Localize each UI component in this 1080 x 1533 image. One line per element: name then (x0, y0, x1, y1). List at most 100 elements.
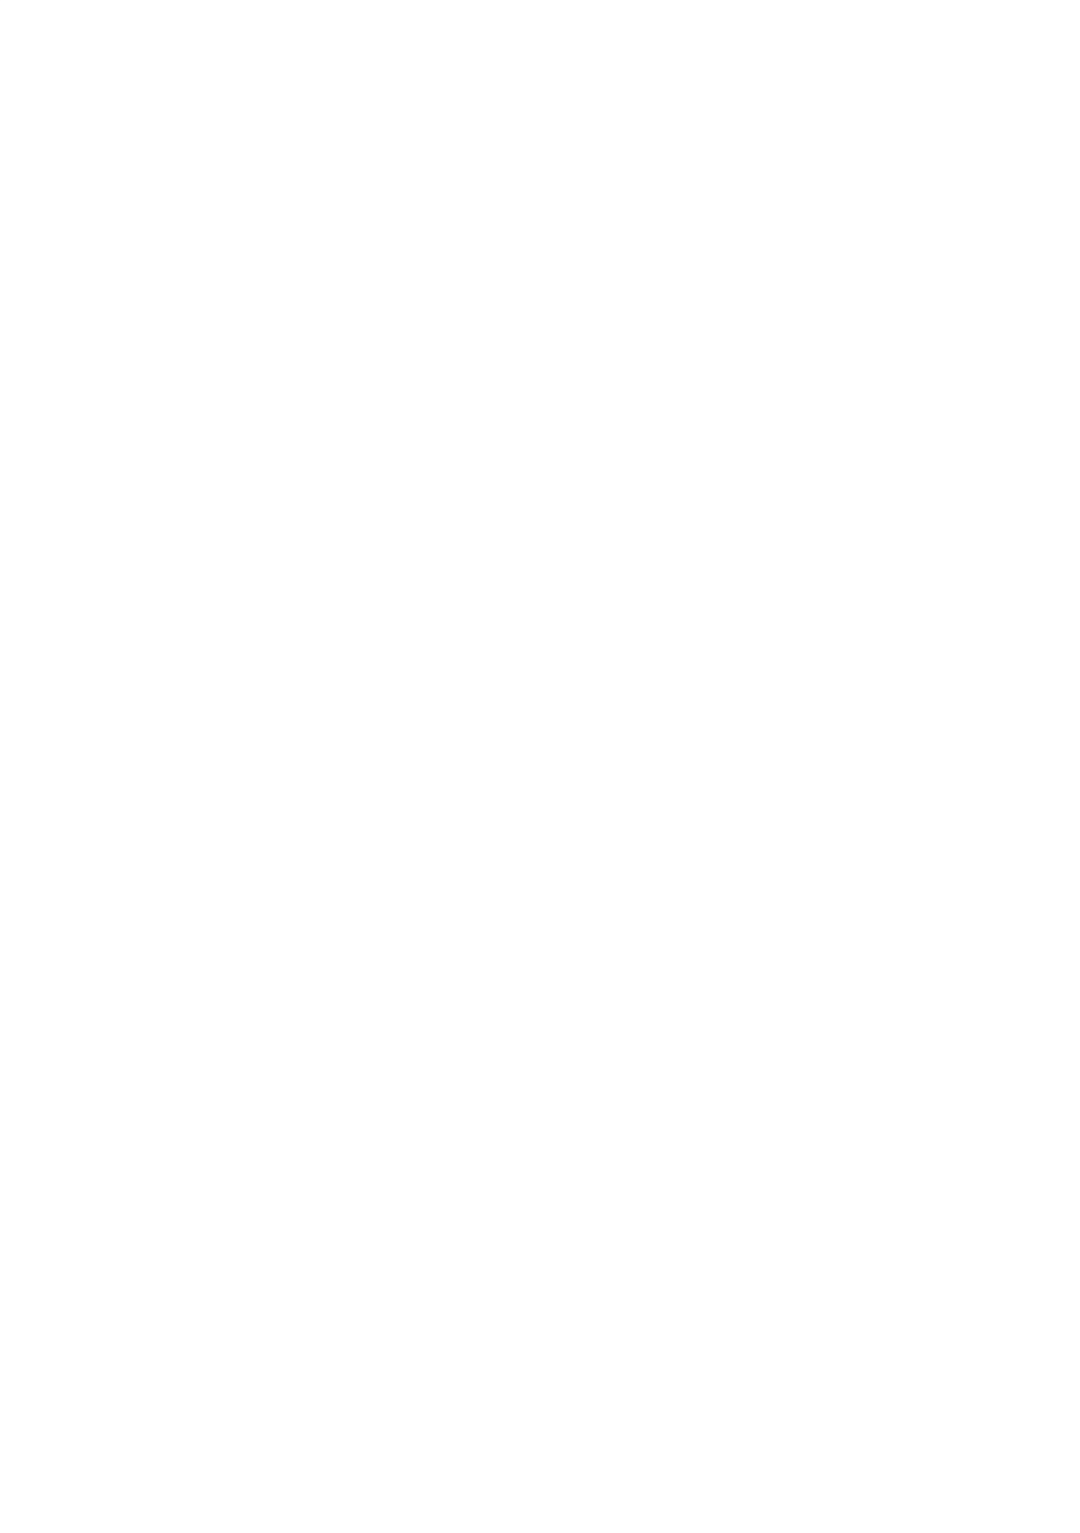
Bar (461, 0, 464, 67)
Bar (145, 0, 148, 67)
Bar (512, 0, 515, 67)
Bar (410, 0, 413, 67)
Bar (173, 0, 176, 67)
Bar (259, 0, 262, 67)
Bar (14, 0, 17, 67)
Bar (295, 0, 298, 67)
Bar (419, 0, 421, 67)
Bar (181, 0, 185, 67)
Text: Use the optional RF-V5U RF unit.: Use the optional RF-V5U RF unit. (530, 980, 768, 993)
Bar (28, 0, 31, 67)
Bar (422, 0, 426, 67)
Bar (408, 0, 410, 67)
Bar (281, 0, 284, 67)
Bar (401, 0, 404, 67)
Bar (99, 0, 102, 67)
Bar (289, 0, 293, 67)
Text: (Editing, Dubbing and Playback): (Editing, Dubbing and Playback) (530, 205, 960, 228)
Bar (81, 0, 84, 67)
Bar (420, 0, 423, 67)
Bar (261, 0, 265, 67)
Circle shape (87, 610, 122, 645)
Bar (500, 0, 1080, 67)
Bar (417, 0, 420, 67)
Text: Turn on the camcorder, the VCR and the TV.: Turn on the camcorder, the VCR and the T… (565, 445, 887, 460)
Bar (38, 487, 258, 503)
Bar (16, 0, 18, 67)
Circle shape (183, 277, 192, 288)
Bar (203, 0, 206, 67)
Text: There are three basic types of connections. When making
the connections, refer a: There are three basic types of connectio… (530, 90, 931, 141)
Bar (46, 0, 49, 67)
Bar (333, 0, 335, 67)
Bar (424, 0, 427, 67)
Bar (394, 0, 396, 67)
Bar (428, 0, 430, 67)
Bar (311, 0, 313, 67)
Bar (172, 233, 228, 245)
Bar (372, 0, 374, 67)
Bar (237, 0, 240, 67)
Bar (39, 0, 42, 67)
Bar (90, 730, 170, 776)
Bar (42, 0, 45, 67)
Text: As shown in the illustration at left, connect the
Audio and Video cables between: As shown in the illustration at left, co… (565, 327, 932, 402)
Bar (516, 0, 518, 67)
Text: CONNECT CAMCORDER TO VCR: CONNECT CAMCORDER TO VCR (565, 299, 1023, 325)
Bar (348, 0, 351, 67)
Bar (78, 0, 81, 67)
Bar (95, 0, 98, 67)
Circle shape (198, 264, 208, 273)
Bar (364, 0, 367, 67)
Bar (411, 0, 415, 67)
Bar (265, 0, 268, 67)
Bar (489, 0, 492, 67)
Bar (503, 0, 507, 67)
Bar (255, 179, 267, 190)
Bar (251, 0, 254, 67)
Text: (optional): (optional) (110, 796, 171, 808)
Text: A: A (79, 368, 90, 382)
Circle shape (183, 264, 192, 273)
Bar (212, 0, 215, 67)
Bar (216, 0, 218, 67)
Bar (69, 570, 228, 693)
Bar (274, 0, 276, 67)
Bar (495, 0, 498, 67)
Bar (66, 0, 68, 67)
Bar (318, 0, 321, 67)
Bar (356, 0, 360, 67)
Bar (242, 0, 245, 67)
Circle shape (146, 701, 154, 710)
Bar (314, 0, 318, 67)
Bar (330, 359, 450, 408)
Bar (309, 0, 312, 67)
Bar (375, 0, 377, 67)
Bar (200, 0, 202, 67)
Circle shape (124, 121, 190, 187)
Bar (342, 0, 346, 67)
Bar (426, 0, 429, 67)
Bar (60, 0, 63, 67)
Bar (450, 0, 454, 67)
Bar (189, 0, 192, 67)
Bar (487, 0, 490, 67)
Bar (111, 0, 114, 67)
Bar (167, 0, 171, 67)
Bar (523, 0, 526, 67)
Bar (445, 0, 448, 67)
Bar (178, 0, 181, 67)
Bar (69, 0, 71, 67)
Bar (294, 0, 296, 67)
Bar (381, 0, 384, 67)
Text: PLAYBACK: PLAYBACK (530, 14, 762, 51)
Bar (337, 0, 340, 67)
Bar (124, 0, 126, 67)
Bar (306, 0, 309, 67)
Bar (31, 0, 35, 67)
Circle shape (130, 701, 138, 710)
Bar (448, 0, 451, 67)
Bar (113, 0, 116, 67)
Bar (56, 0, 59, 67)
Text: NOTE:: NOTE: (530, 244, 597, 262)
